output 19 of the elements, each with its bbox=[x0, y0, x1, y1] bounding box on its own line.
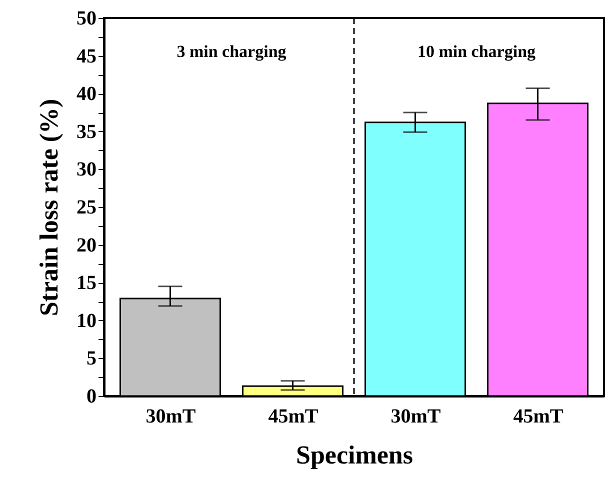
x-axis-title: Specimens bbox=[296, 440, 413, 470]
y-tick-label: 40 bbox=[76, 83, 96, 106]
x-tick-label: 30mT bbox=[146, 406, 196, 428]
annotation: 10 min charging bbox=[417, 42, 536, 62]
annotation: 3 min charging bbox=[176, 42, 287, 62]
y-tick-label: 15 bbox=[76, 272, 96, 294]
x-tick-label: 45mT bbox=[513, 406, 564, 428]
y-tick-label: 35 bbox=[76, 120, 96, 143]
x-tick-label: 30mT bbox=[390, 406, 442, 428]
y-tick-label: 5 bbox=[86, 348, 96, 370]
y-tick-label: 10 bbox=[76, 310, 96, 332]
y-tick-label: 50 bbox=[76, 8, 96, 30]
y-tick-label: 45 bbox=[76, 45, 96, 68]
x-tick-label: 45mT bbox=[268, 406, 319, 428]
y-axis-title: Strain loss rate (%) bbox=[34, 98, 64, 316]
y-tick-label: 25 bbox=[76, 196, 96, 218]
y-tick-label: 0 bbox=[86, 386, 96, 408]
y-tick-label: 30 bbox=[76, 158, 96, 181]
y-tick-label: 20 bbox=[76, 234, 96, 256]
